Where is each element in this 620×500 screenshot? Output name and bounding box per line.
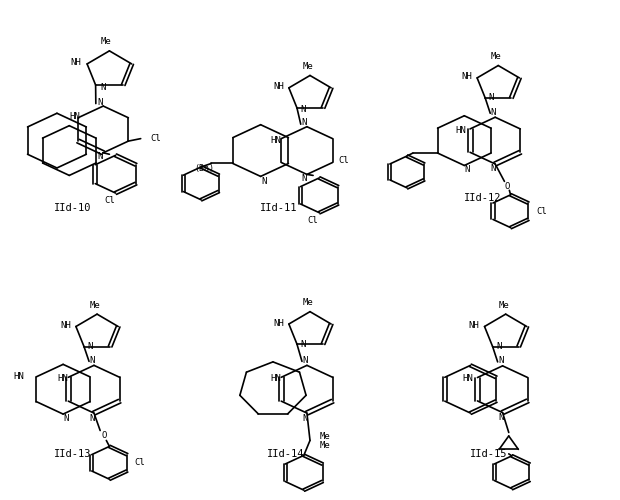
Text: N: N	[301, 118, 306, 127]
Text: IId-14: IId-14	[267, 449, 304, 459]
Text: Cl: Cl	[104, 196, 115, 205]
Text: N: N	[89, 356, 95, 365]
Text: HN: HN	[270, 374, 281, 383]
Text: O: O	[101, 431, 107, 440]
Text: Cl: Cl	[308, 216, 319, 224]
Text: N: N	[498, 413, 503, 422]
Text: Cl: Cl	[135, 458, 146, 468]
Text: Me: Me	[320, 441, 331, 450]
Text: N: N	[301, 340, 306, 348]
Text: NH: NH	[60, 321, 71, 330]
Text: HN: HN	[57, 374, 68, 383]
Text: N: N	[465, 165, 470, 174]
Text: N: N	[303, 356, 308, 365]
Text: Me: Me	[101, 38, 112, 46]
Text: O: O	[505, 182, 510, 191]
Text: Cl: Cl	[150, 134, 161, 143]
Text: NH: NH	[461, 72, 472, 82]
Text: HN: HN	[463, 374, 473, 383]
Text: NH: NH	[469, 321, 480, 330]
Text: NH: NH	[70, 58, 81, 68]
Text: Me: Me	[303, 298, 314, 307]
Text: N: N	[301, 105, 306, 114]
Text: N: N	[261, 177, 267, 186]
Text: N: N	[496, 342, 502, 351]
Text: Me: Me	[320, 432, 331, 441]
Text: Cl: Cl	[536, 206, 547, 216]
Text: N: N	[87, 342, 93, 351]
Text: Me: Me	[90, 300, 100, 310]
Text: N: N	[97, 98, 103, 106]
Text: Me: Me	[498, 300, 509, 310]
Text: IId-12: IId-12	[464, 193, 502, 203]
Text: IId-15: IId-15	[470, 449, 508, 459]
Text: N: N	[490, 164, 496, 173]
Text: N: N	[490, 108, 496, 117]
Text: N: N	[97, 152, 103, 162]
Text: N: N	[89, 414, 95, 422]
Text: Me: Me	[491, 52, 502, 61]
Text: IId-13: IId-13	[53, 449, 91, 459]
Text: HN: HN	[455, 126, 466, 135]
Text: HN: HN	[270, 136, 281, 145]
Text: NH: NH	[273, 82, 284, 92]
Text: N: N	[63, 414, 69, 422]
Text: NH: NH	[273, 318, 284, 328]
Text: HN: HN	[69, 112, 80, 122]
Text: IId-11: IId-11	[260, 202, 298, 212]
Text: Me: Me	[303, 62, 314, 71]
Text: N: N	[303, 414, 308, 422]
Text: N: N	[301, 174, 306, 183]
Text: N: N	[498, 356, 503, 366]
Text: IId-10: IId-10	[53, 202, 91, 212]
Text: (Bn): (Bn)	[194, 164, 215, 173]
Text: Cl: Cl	[339, 156, 350, 164]
Text: N: N	[489, 94, 494, 102]
Text: HN: HN	[13, 372, 24, 382]
Text: N: N	[100, 83, 106, 92]
